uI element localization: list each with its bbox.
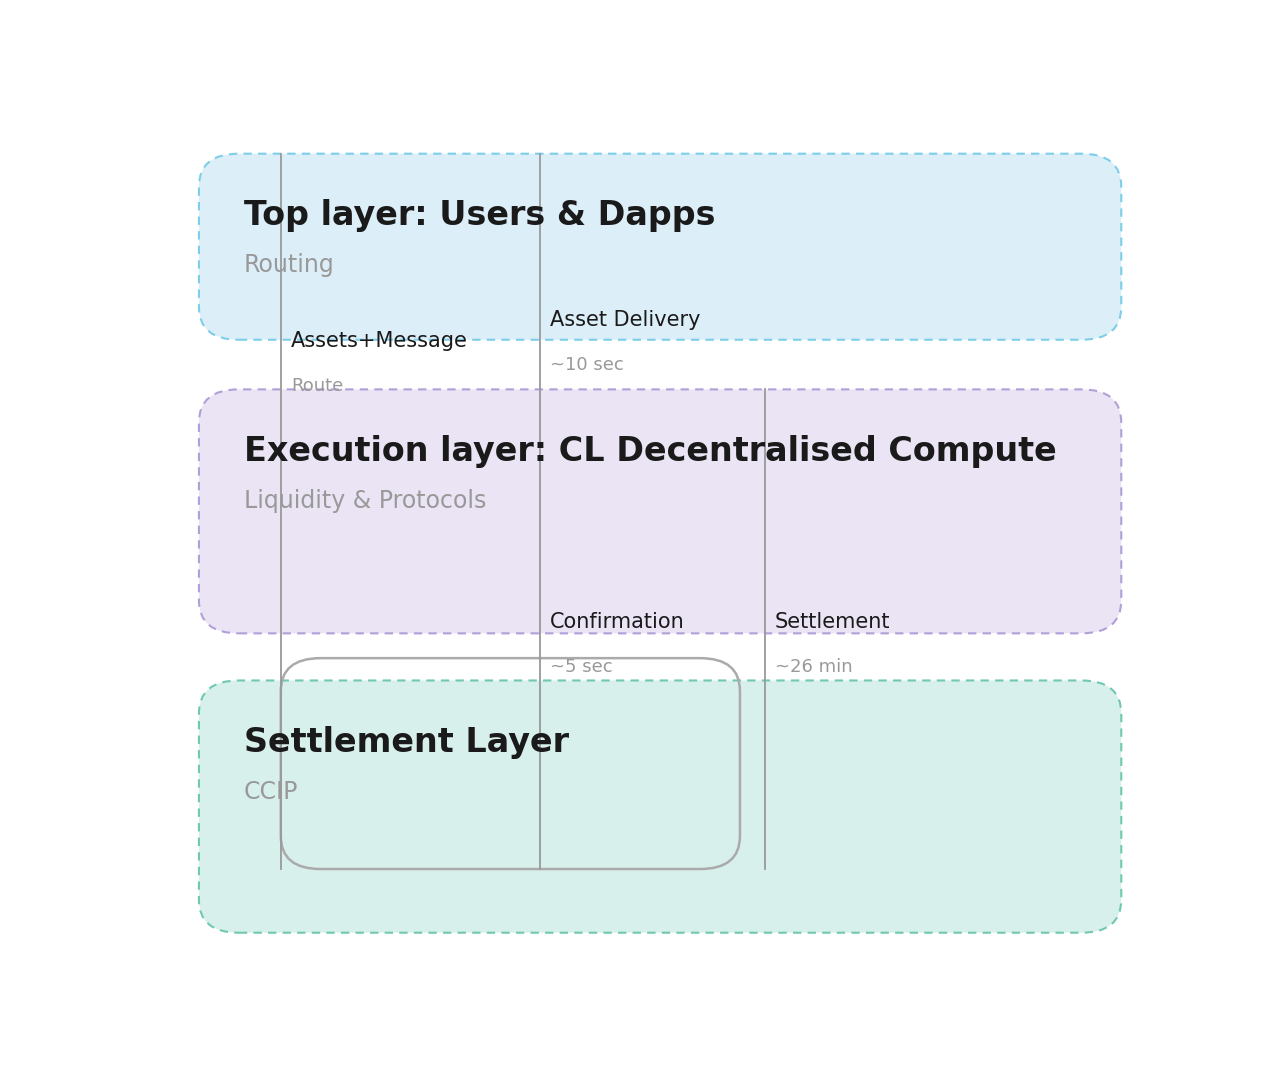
FancyBboxPatch shape [198,154,1122,339]
Text: Liquidity & Protocols: Liquidity & Protocols [243,489,487,512]
Text: Settlement: Settlement [775,612,890,632]
Text: ~26 min: ~26 min [775,658,853,677]
Text: Assets+Message: Assets+Message [291,331,468,350]
FancyBboxPatch shape [198,390,1122,634]
Text: Route: Route [291,377,343,395]
Text: ~10 sec: ~10 sec [550,357,625,375]
Text: CCIP: CCIP [243,780,299,803]
Text: Execution layer: CL Decentralised Compute: Execution layer: CL Decentralised Comput… [243,435,1056,468]
Text: Asset Delivery: Asset Delivery [550,309,701,330]
Text: Routing: Routing [243,253,335,277]
FancyBboxPatch shape [198,681,1122,932]
Text: Confirmation: Confirmation [550,612,685,632]
Text: ~5 sec: ~5 sec [550,658,613,677]
Text: Top layer: Users & Dapps: Top layer: Users & Dapps [243,199,715,232]
Text: Settlement Layer: Settlement Layer [243,726,569,759]
